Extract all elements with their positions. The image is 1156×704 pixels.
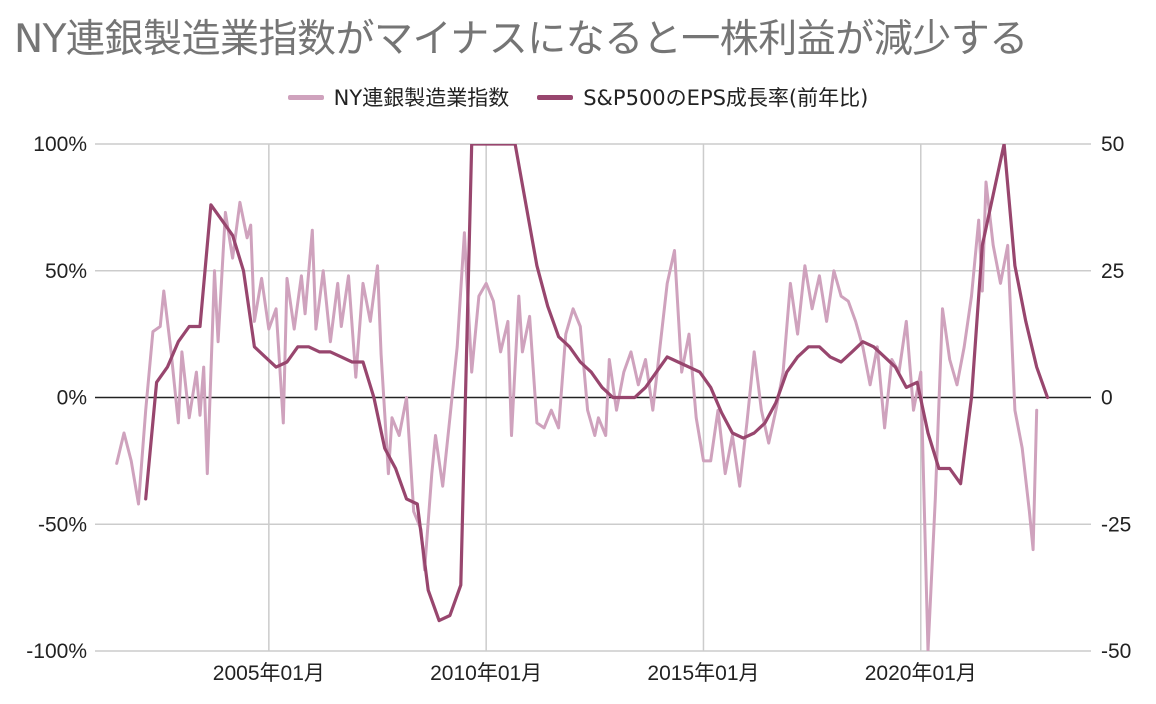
legend-swatch-eps — [537, 94, 574, 100]
y-right-tick-label: 50 — [1101, 133, 1124, 156]
chart-title: NY連銀製造業指数がマイナスになると一株利益が減少する — [14, 17, 1028, 62]
legend-label-ny-index: NY連銀製造業指数 — [333, 86, 510, 110]
x-tick-label: 2010年01月 — [430, 662, 542, 685]
legend-item-eps[interactable]: S&P500のEPS成長率(前年比) — [537, 82, 868, 112]
x-tick-label: 2015年01月 — [647, 662, 759, 685]
y-left-tick-label: 50% — [45, 260, 87, 283]
y-left-tick-label: 0% — [57, 387, 87, 410]
y-right-tick-label: -50 — [1101, 640, 1131, 663]
y-left-tick-label: -50% — [38, 513, 87, 536]
legend-swatch-ny-index — [287, 94, 324, 100]
y-left-tick-label: 100% — [33, 133, 87, 156]
legend: NY連銀製造業指数 S&P500のEPS成長率(前年比) — [0, 82, 1156, 112]
series-line-ny-index — [115, 180, 1039, 651]
y-right-tick-label: 0 — [1101, 387, 1113, 410]
x-tick-label: 2020年01月 — [865, 662, 977, 685]
x-tick-label: 2005年01月 — [213, 662, 325, 685]
y-right-tick-label: 25 — [1101, 260, 1124, 283]
legend-label-eps: S&P500のEPS成長率(前年比) — [583, 86, 869, 110]
y-right-tick-label: -25 — [1101, 513, 1131, 536]
series-line-eps — [144, 144, 1050, 623]
y-left-tick-label: -100% — [26, 640, 87, 663]
legend-item-ny-index[interactable]: NY連銀製造業指数 — [287, 82, 510, 112]
